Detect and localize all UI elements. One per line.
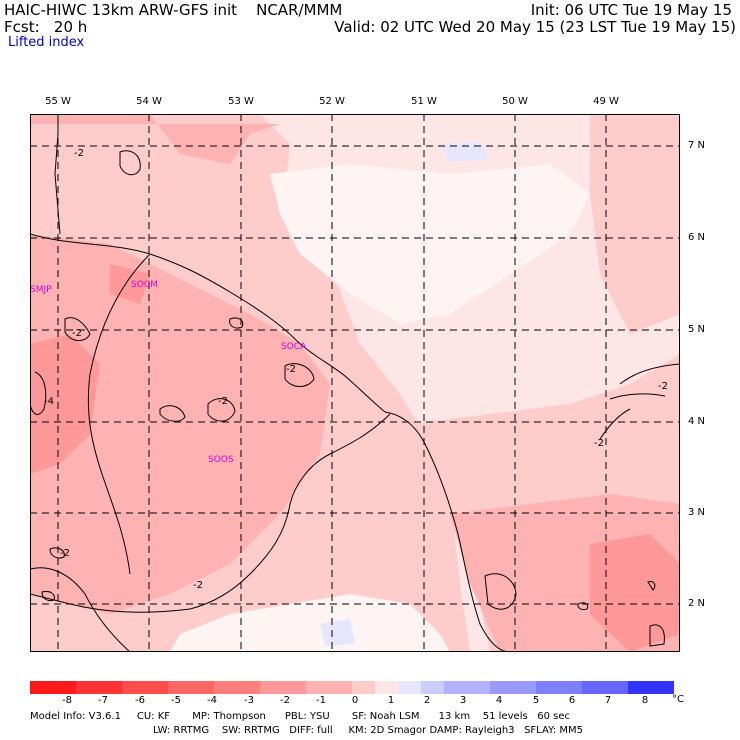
colorbar-tick: 6 (568, 695, 576, 706)
contour-label: -2 (594, 438, 604, 449)
colorbar-swatch (283, 681, 306, 694)
colorbar-swatch (536, 681, 559, 694)
model-info-line2: LW: RRTMG SW: RRTMG DIFF: full KM: 2D Sm… (153, 725, 583, 736)
longitude-label: 50 W (502, 96, 528, 107)
colorbar-swatch (306, 681, 329, 694)
colorbar-swatch (444, 681, 467, 694)
colorbar-tick: -2 (280, 695, 290, 706)
colorbar-unit: °C (672, 694, 684, 705)
colorbar-swatch (490, 681, 513, 694)
longitude-label: 49 W (593, 96, 619, 107)
contour-label: -2 (193, 580, 203, 591)
header-left-line1: HAIC-HIWC 13km ARW-GFS init NCAR/MMM (4, 1, 343, 19)
colorbar-swatch (582, 681, 605, 694)
contour-label: -2 (218, 396, 228, 407)
colorbar-swatch (421, 681, 444, 694)
longitude-label: 51 W (411, 96, 437, 107)
colorbar-tick: 2 (423, 695, 431, 706)
colorbar-tick: -4 (207, 695, 217, 706)
colorbar-swatch (30, 681, 53, 694)
latitude-label: 4 N (688, 416, 706, 427)
colorbar-swatch (53, 681, 76, 694)
grid-lines (30, 114, 680, 652)
station-label: SOCA (281, 342, 307, 352)
station-label: SOCM (131, 280, 158, 290)
header-right-line1: Init: 06 UTC Tue 19 May 15 (530, 1, 732, 19)
colorbar-tick: 0 (351, 695, 359, 706)
colorbar-swatch (651, 681, 674, 694)
colorbar-tick: -1 (316, 695, 326, 706)
latitude-label: 5 N (688, 324, 706, 335)
colorbar-tick: -6 (135, 695, 145, 706)
colorbar-swatch (237, 681, 260, 694)
map-frame (30, 114, 680, 652)
latitude-label: 7 N (688, 140, 706, 151)
colorbar-swatch (122, 681, 145, 694)
station-label: SMJP (30, 285, 52, 295)
contour-label: -2 (658, 381, 668, 392)
colorbar-tick: 5 (532, 695, 540, 706)
latitude-label: 3 N (688, 507, 706, 518)
colorbar-tick: 8 (641, 695, 649, 706)
header-left-line2: Fcst: 20 h (4, 18, 88, 36)
latitude-label: 2 N (688, 598, 706, 609)
colorbar-swatch (214, 681, 237, 694)
station-label: SOOS (208, 455, 234, 465)
field-subtitle: Lifted index (8, 35, 85, 50)
field-shading-strong (30, 264, 680, 652)
contour-label: -2 (74, 148, 84, 159)
field-shading-positive (320, 142, 490, 646)
colorbar-swatch (628, 681, 651, 694)
colorbar-swatch (260, 681, 283, 694)
colorbar-tick: 7 (604, 695, 612, 706)
coastline (30, 233, 386, 413)
contour-labels: -2 -2 -2 -2 -4 -2 -2 -2 -2 (44, 148, 668, 591)
colorbar-tick: 1 (387, 695, 395, 706)
colorbar-tick: 3 (459, 695, 467, 706)
longitude-label: 52 W (319, 96, 345, 107)
contour-lines (30, 150, 680, 647)
stations: SMJP SOCM SOCA SOOS (30, 280, 307, 465)
colorbar-swatch (145, 681, 168, 694)
colorbar-tick: 4 (495, 695, 503, 706)
colorbar-swatch (375, 681, 398, 694)
field-shading-near-zero (170, 164, 590, 652)
colorbar-tick: -5 (171, 695, 181, 706)
colorbar-swatch (329, 681, 352, 694)
colorbar-swatch (352, 681, 375, 694)
longitude-label: 54 W (136, 96, 162, 107)
model-info-line1: Model Info: V3.6.1 CU: KF MP: Thompson P… (30, 711, 570, 722)
contour-label: -4 (44, 396, 54, 407)
latitude-label: 6 N (688, 232, 706, 243)
colorbar-swatch (467, 681, 490, 694)
header-right-line2: Valid: 02 UTC Wed 20 May 15 (23 LST Tue … (334, 18, 736, 36)
colorbar-swatch (76, 681, 99, 694)
contour-label: -2 (72, 328, 82, 339)
longitude-label: 53 W (228, 96, 254, 107)
colorbar-swatch (605, 681, 628, 694)
colorbar-swatch (168, 681, 191, 694)
contour-label: -2 (60, 548, 70, 559)
colorbar-tick: -7 (98, 695, 108, 706)
colorbar-tick: -3 (244, 695, 254, 706)
contour-label: -2 (286, 364, 296, 375)
colorbar-swatch (99, 681, 122, 694)
colorbar-tick: -8 (62, 695, 72, 706)
colorbar-swatch (398, 681, 421, 694)
colorbar-swatch (559, 681, 582, 694)
colorbar-swatch (191, 681, 214, 694)
colorbar-swatch (513, 681, 536, 694)
lifted-index-map: -2 -2 -2 -2 -4 -2 -2 -2 -2 SMJP SOCM SOC… (30, 114, 680, 652)
longitude-label: 55 W (45, 96, 71, 107)
